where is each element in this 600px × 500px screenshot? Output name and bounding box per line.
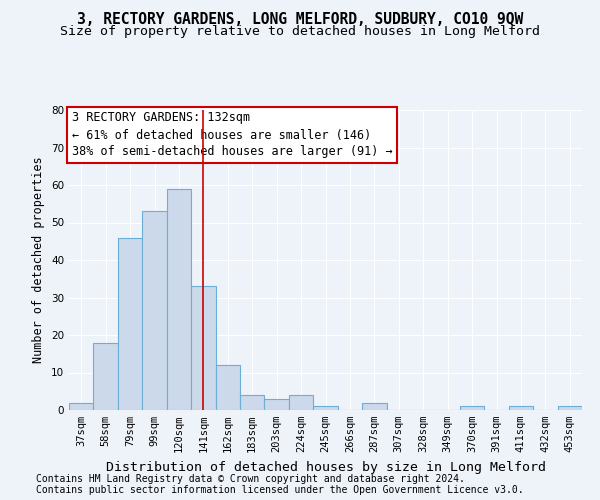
Bar (509, 406, 533, 410)
Bar (289, 395, 313, 410)
Text: 3, RECTORY GARDENS, LONG MELFORD, SUDBURY, CO10 9QW: 3, RECTORY GARDENS, LONG MELFORD, SUDBUR… (77, 12, 523, 28)
Bar (191, 286, 215, 410)
X-axis label: Distribution of detached houses by size in Long Melford: Distribution of detached houses by size … (106, 460, 545, 473)
Bar (215, 365, 240, 410)
Bar (240, 395, 265, 410)
Bar (94, 342, 118, 410)
Bar (265, 399, 289, 410)
Bar (167, 188, 191, 410)
Bar (362, 402, 386, 410)
Text: Contains HM Land Registry data © Crown copyright and database right 2024.: Contains HM Land Registry data © Crown c… (36, 474, 465, 484)
Text: Contains public sector information licensed under the Open Government Licence v3: Contains public sector information licen… (36, 485, 524, 495)
Bar (313, 406, 338, 410)
Text: Size of property relative to detached houses in Long Melford: Size of property relative to detached ho… (60, 25, 540, 38)
Bar (69, 402, 94, 410)
Text: 3 RECTORY GARDENS: 132sqm
← 61% of detached houses are smaller (146)
38% of semi: 3 RECTORY GARDENS: 132sqm ← 61% of detac… (71, 112, 392, 158)
Bar (557, 406, 582, 410)
Bar (460, 406, 484, 410)
Bar (142, 211, 167, 410)
Bar (118, 238, 142, 410)
Y-axis label: Number of detached properties: Number of detached properties (32, 156, 46, 364)
